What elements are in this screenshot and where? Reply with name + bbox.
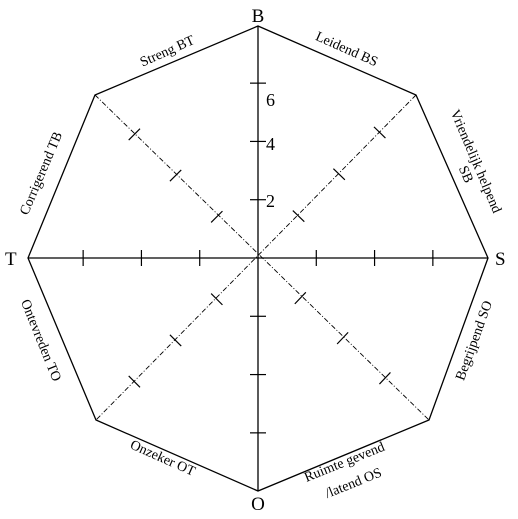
edge-label-ontevreden-to: Ontevreden TO	[17, 298, 63, 384]
axis-tick	[210, 293, 223, 306]
edge-label-vriendelijk-helpend: Vriendelijk helpend	[447, 108, 504, 216]
pole-label-left: T	[5, 249, 17, 270]
scale-label-6: 6	[266, 90, 275, 110]
axis-tick	[169, 334, 182, 347]
axis-tick	[210, 210, 223, 223]
edge-label-onzeker-ot: Onzeker OT	[128, 438, 198, 480]
axis-tick	[336, 331, 349, 345]
pole-label-right: S	[495, 249, 506, 270]
scale-label-2: 2	[266, 191, 275, 211]
pole-label-bottom: O	[251, 494, 265, 514]
axis-tick	[292, 210, 305, 223]
diagonal-axis-bs-ot	[95, 94, 417, 421]
edge-label-sb: SB	[455, 164, 475, 186]
axis-tick	[294, 291, 307, 305]
edge-label-corrigerend-tb: Corrigerend TB	[18, 130, 66, 218]
edge-label-begrijpend-so: Begrijpend SO	[453, 299, 496, 383]
axis-tick	[379, 372, 391, 385]
pole-label-top: B	[252, 6, 265, 27]
axis-ticks	[82, 82, 434, 434]
diagonal-axis-bt-os	[94, 94, 430, 421]
axis-tick	[169, 169, 182, 182]
axis-tick	[128, 128, 141, 141]
axis-tick	[373, 126, 386, 139]
axis-tick	[332, 168, 346, 181]
scale-label-4: 4	[266, 134, 275, 154]
axis-tick	[128, 375, 141, 388]
